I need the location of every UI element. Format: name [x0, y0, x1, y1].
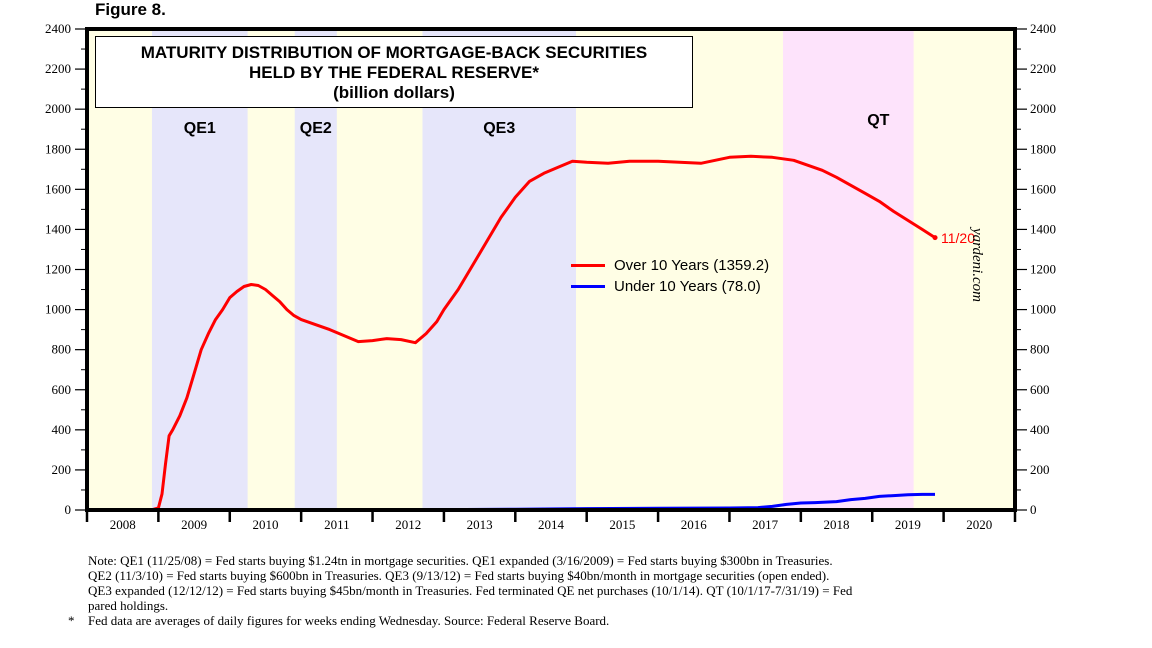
axes-layer: 0 0 200 200 400 400 600 600 800 800 1000 1000 1200 12…	[45, 21, 1056, 532]
note-line-1: Note: QE1 (11/25/08) = Fed starts buying…	[88, 553, 833, 568]
x-tick-label: 2012	[395, 517, 421, 532]
chart-notes: Note: QE1 (11/25/08) = Fed starts buying…	[60, 553, 1020, 628]
y-tick-label-left: 1400	[45, 221, 71, 236]
y-tick-label-left: 1600	[45, 181, 71, 196]
y-tick-label-right: 1400	[1030, 221, 1056, 236]
y-tick-label-right: 2400	[1030, 21, 1056, 36]
y-tick-label-left: 1800	[45, 141, 71, 156]
y-tick-label-right: 1000	[1030, 302, 1056, 317]
note-line-2: QE2 (11/3/10) = Fed starts buying $600bn…	[88, 568, 830, 583]
y-tick-label-right: 1600	[1030, 181, 1056, 196]
x-tick-label: 2015	[609, 517, 635, 532]
legend-label-over-10: Over 10 Years (1359.2)	[614, 257, 770, 274]
chart-title-line3: (billion dollars)	[333, 83, 455, 102]
footnote: * Fed data are averages of daily figures…	[60, 613, 1020, 628]
x-tick-label: 2009	[181, 517, 207, 532]
y-tick-label-left: 1200	[45, 262, 71, 277]
legend-item-over-10: Over 10 Years (1359.2)	[571, 255, 769, 276]
y-tick-label-left: 2400	[45, 21, 71, 36]
legend-swatch-under-10	[571, 285, 605, 288]
bands-layer: QE1 QE2 QE3 QT	[87, 29, 1015, 510]
x-tick-label: 2008	[110, 517, 136, 532]
y-tick-label-left: 800	[52, 342, 72, 357]
band-qe1	[151, 29, 248, 510]
legend-item-under-10: Under 10 Years (78.0)	[571, 276, 769, 297]
legend: Over 10 Years (1359.2) Under 10 Years (7…	[571, 255, 769, 297]
x-tick-label: 2016	[681, 517, 708, 532]
note-line-4: pared holdings.	[88, 598, 169, 613]
y-tick-label-left: 2000	[45, 101, 71, 116]
chart-title-line1: MATURITY DISTRIBUTION OF MORTGAGE-BACK S…	[140, 43, 648, 62]
y-tick-label-left: 0	[65, 502, 72, 517]
band-label-qe2: QE2	[300, 120, 332, 137]
legend-swatch-over-10	[571, 264, 605, 267]
legend-label-under-10: Under 10 Years (78.0)	[614, 278, 761, 295]
series-line-over-10	[87, 154, 936, 512]
y-tick-label-right: 200	[1030, 462, 1050, 477]
y-tick-label-left: 400	[52, 422, 72, 437]
y-tick-label-right: 1800	[1030, 141, 1056, 156]
band-label-qe3: QE3	[483, 120, 515, 137]
watermark: yardeni.com	[969, 228, 985, 303]
chart-title-box: MATURITY DISTRIBUTION OF MORTGAGE-BACK S…	[95, 36, 693, 108]
y-tick-label-left: 200	[52, 462, 72, 477]
y-tick-label-right: 600	[1030, 382, 1050, 397]
footnote-marker: *	[68, 613, 75, 628]
x-tick-label: 2010	[252, 517, 278, 532]
y-tick-label-right: 400	[1030, 422, 1050, 437]
x-tick-label: 2013	[467, 517, 493, 532]
y-tick-label-left: 2200	[45, 61, 71, 76]
y-tick-label-left: 1000	[45, 302, 71, 317]
x-tick-label: 2018	[824, 517, 850, 532]
series-end-marker	[932, 235, 938, 241]
x-tick-label: 2017	[752, 517, 779, 532]
band-qe3	[422, 29, 576, 510]
band-label-qe1: QE1	[184, 120, 216, 137]
y-tick-label-right: 800	[1030, 342, 1050, 357]
y-tick-label-right: 2200	[1030, 61, 1056, 76]
footnote-text: Fed data are averages of daily figures f…	[88, 613, 610, 628]
x-tick-label: 2014	[538, 517, 565, 532]
x-tick-label: 2019	[895, 517, 921, 532]
x-tick-label: 2011	[324, 517, 350, 532]
band-qt	[783, 29, 914, 510]
band-qe2	[294, 29, 337, 510]
x-tick-label: 2020	[966, 517, 992, 532]
chart-title-line2: HELD BY THE FEDERAL RESERVE*	[248, 63, 539, 82]
y-tick-label-left: 600	[52, 382, 72, 397]
y-tick-label-right: 0	[1030, 502, 1037, 517]
note-line-3: QE3 expanded (12/12/12) = Fed starts buy…	[88, 583, 853, 598]
y-tick-label-right: 1200	[1030, 262, 1056, 277]
figure-label: Figure 8.	[95, 0, 166, 19]
y-tick-label-right: 2000	[1030, 101, 1056, 116]
series-end-date-label: 11/20	[941, 230, 975, 246]
band-label-qt: QT	[867, 112, 889, 129]
